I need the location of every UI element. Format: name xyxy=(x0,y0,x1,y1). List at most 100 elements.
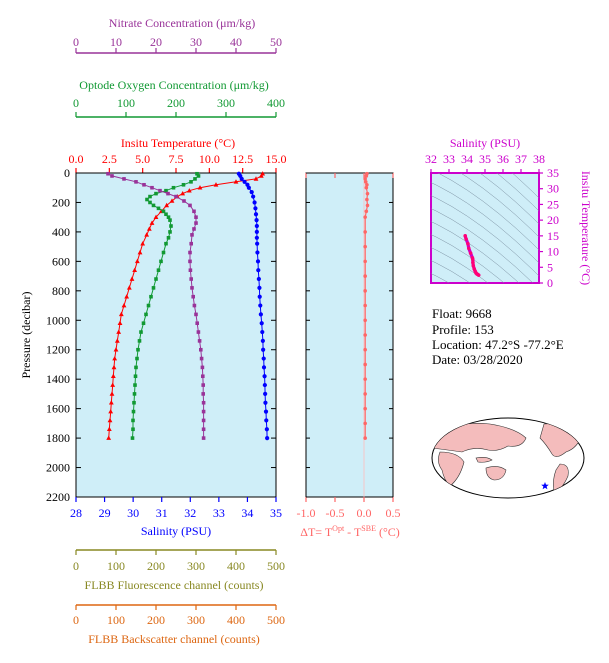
tick-label: 300 xyxy=(187,559,205,573)
delta-t-point xyxy=(363,362,367,367)
tick-label: 400 xyxy=(267,96,285,110)
oxygen-point xyxy=(131,427,135,432)
nitrate-point xyxy=(201,418,206,423)
salinity-point xyxy=(254,218,259,223)
nitrate-axis-label: Nitrate Concentration (μm/kg) xyxy=(109,16,255,30)
temperature-point xyxy=(137,249,143,255)
world-map xyxy=(431,417,585,499)
oxygen-point xyxy=(130,436,135,440)
ts-panel xyxy=(430,172,540,284)
nitrate-point xyxy=(201,427,206,432)
tick-label: 34 xyxy=(241,506,253,520)
nitrate-point xyxy=(201,400,206,405)
oxygen-point xyxy=(166,236,171,240)
oxygen-point xyxy=(166,215,171,219)
delta-t-panel xyxy=(305,172,394,498)
nitrate-point xyxy=(197,339,202,343)
tick-label: 100 xyxy=(107,613,125,627)
temperature-point xyxy=(129,276,135,281)
tick-label: 38 xyxy=(533,152,545,166)
oxygen-point xyxy=(131,418,135,423)
temperature-point xyxy=(134,258,140,264)
density-contour xyxy=(460,173,539,238)
nitrate-point xyxy=(194,221,198,225)
tick-label: 200 xyxy=(147,559,165,573)
oxygen-point xyxy=(135,356,139,361)
delta-t-point xyxy=(365,203,370,208)
nitrate-point xyxy=(201,409,206,414)
density-contour xyxy=(437,173,539,251)
tick-label: 300 xyxy=(187,613,205,627)
salinity-point xyxy=(256,268,261,273)
oxygen-point xyxy=(193,177,197,181)
temperature-point xyxy=(108,408,114,414)
tick-label: 35 xyxy=(479,152,491,166)
delta-t-point xyxy=(363,180,368,184)
temperature-point xyxy=(126,285,132,290)
tick-label: 30 xyxy=(547,182,559,196)
ts-series xyxy=(463,234,481,277)
contour-lines xyxy=(431,173,539,283)
tick-label: 0 xyxy=(547,276,553,290)
delta-t-point xyxy=(365,197,369,202)
density-contours xyxy=(431,173,539,283)
oxygen-point xyxy=(156,268,161,272)
temperature-point xyxy=(186,188,192,193)
fluorescence-axis-label: FLBB Fluorescence channel (counts) xyxy=(85,578,264,592)
tick-label: 29 xyxy=(99,506,111,520)
nitrate-point xyxy=(191,294,195,299)
profile-panel xyxy=(75,172,277,498)
ts-point xyxy=(468,251,473,255)
nitrate-point xyxy=(188,259,192,264)
salinity-point xyxy=(259,321,264,326)
tick-label: 1400 xyxy=(46,372,70,386)
profile-number: Profile: 153 xyxy=(432,322,494,337)
tick-label: 1600 xyxy=(46,402,70,416)
delta-t-point xyxy=(363,377,367,381)
oxygen-point xyxy=(154,191,158,196)
nitrate-point xyxy=(182,199,186,203)
temperature-point xyxy=(110,382,116,387)
nitrate-point xyxy=(142,182,146,187)
tick-label: 0 xyxy=(73,613,79,627)
tick-label: 400 xyxy=(227,613,245,627)
delta-t-point xyxy=(363,244,367,249)
salinity-point xyxy=(253,206,258,211)
tick-label: 800 xyxy=(52,284,70,298)
tick-label: 1000 xyxy=(46,313,70,327)
ts-point xyxy=(470,257,475,262)
oxygen-point xyxy=(134,365,138,370)
salinity-point xyxy=(249,190,254,195)
delta-t-point xyxy=(363,274,367,278)
tick-label: 400 xyxy=(52,225,70,239)
tick-label: 35 xyxy=(270,506,282,520)
tick-label: 37 xyxy=(515,152,527,166)
delta-t-point xyxy=(363,318,367,323)
temperature-point xyxy=(106,435,112,440)
ts-point xyxy=(467,246,471,251)
tick-label: 28 xyxy=(70,506,82,520)
ts-salinity-ticks: 32 33 34 35 36 37 38 xyxy=(425,152,545,173)
oxygen-point xyxy=(141,321,146,326)
oxygen-point xyxy=(154,277,158,281)
salinity-point xyxy=(242,179,247,184)
tick-label: 5.0 xyxy=(135,152,150,166)
backscatter-axis: 0 100 200 300 400 500 FLBB Backscatter channe… xyxy=(73,604,285,646)
temperature-point xyxy=(140,241,146,246)
pressure-ticks: 0 200 400 600 800 1000 1200 1400 1600 1800 2000 220… xyxy=(46,166,276,504)
nitrate-ticks: 0 10 20 30 40 50 xyxy=(73,35,282,53)
backscatter-axis-label: FLBB Backscatter channel (counts) xyxy=(88,632,260,646)
tick-label: 50 xyxy=(270,35,282,49)
oxygen-point xyxy=(151,286,156,290)
salinity-point xyxy=(264,427,269,432)
nitrate-point xyxy=(174,194,178,199)
temperature-point xyxy=(110,373,116,379)
nitrate-point xyxy=(201,374,205,379)
salinity-point xyxy=(265,435,270,441)
tick-label: 2200 xyxy=(46,490,70,504)
oxygen-point xyxy=(168,218,172,222)
indonesia xyxy=(475,457,493,463)
density-contour xyxy=(496,173,539,212)
